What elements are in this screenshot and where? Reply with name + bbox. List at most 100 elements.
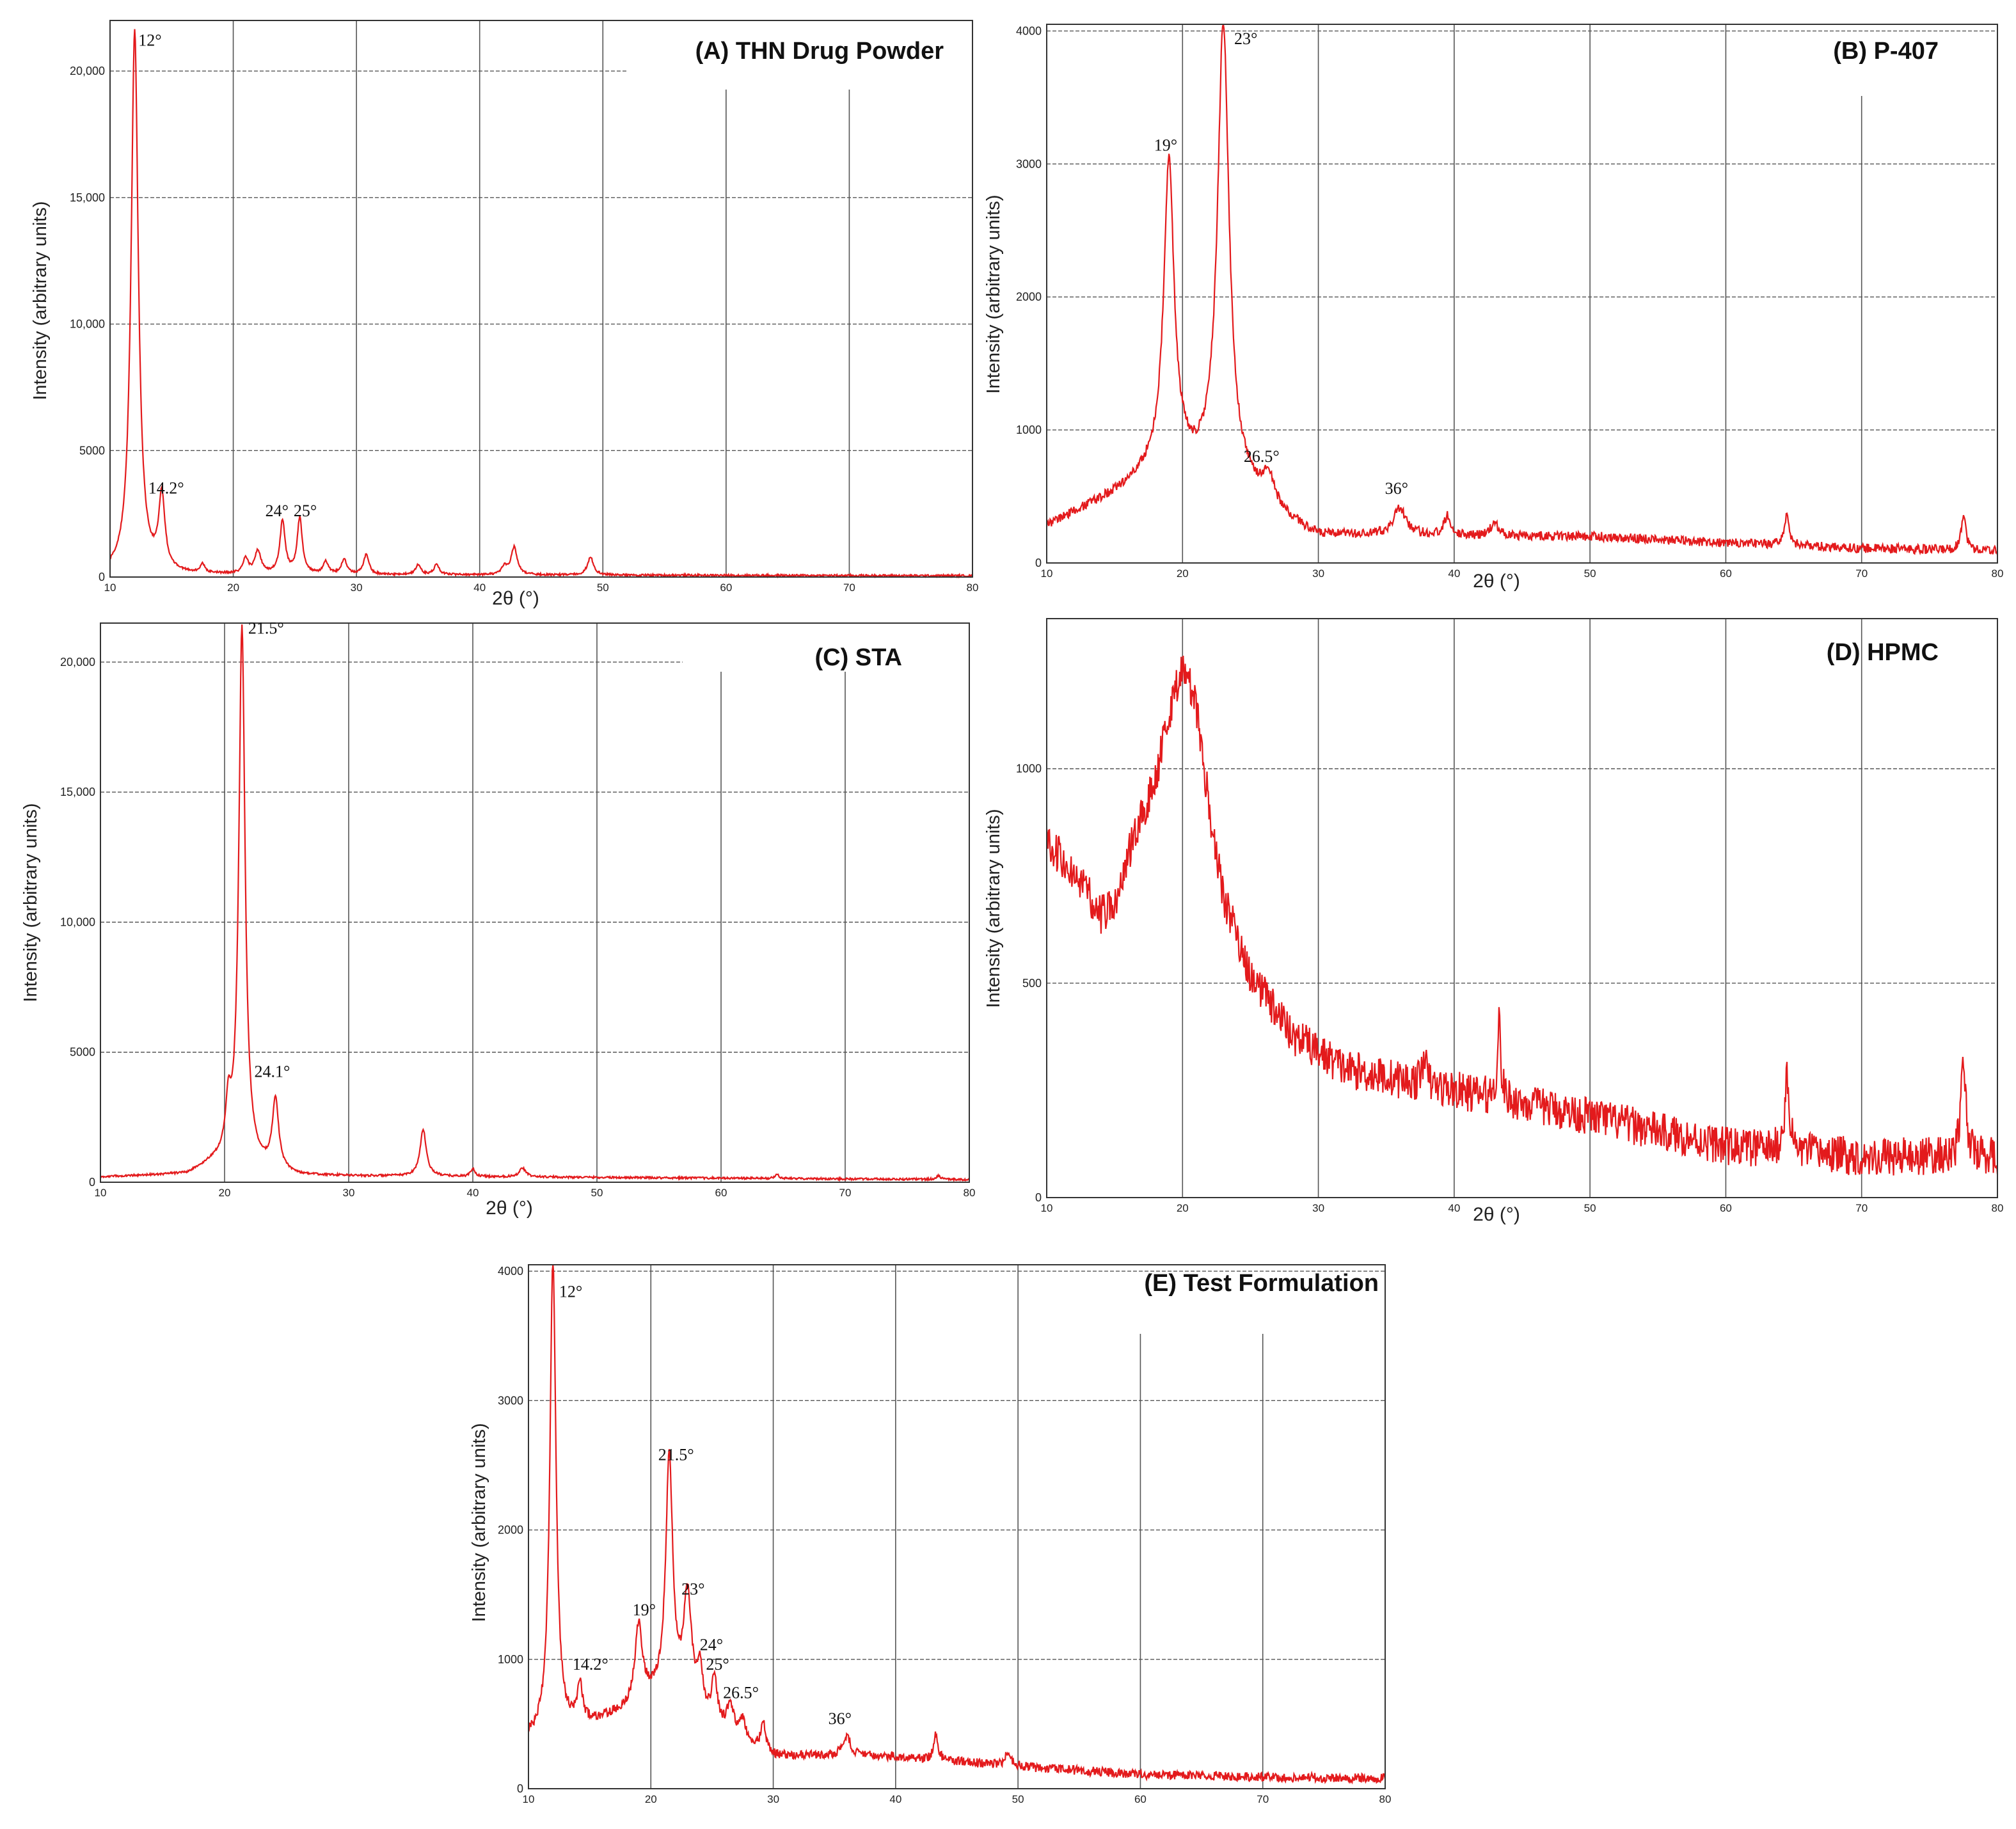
x-tick-label: 50	[1584, 567, 1596, 580]
grid-C	[100, 623, 969, 1182]
x-tick-label: 30	[351, 582, 363, 594]
panel-E: 10 20 30 40 50 60 70 80 0 1000 2000 3000 4000 Intensi…	[469, 1264, 1392, 1805]
x-axis-label: 2θ (°)	[486, 1198, 533, 1219]
y-tick-label: 15,000	[60, 786, 95, 798]
y-tick-label: 10,000	[60, 915, 95, 928]
y-tick-label: 5000	[79, 444, 105, 457]
y-tick-label: 3000	[498, 1394, 523, 1407]
x-tick-label: 70	[1257, 1793, 1269, 1805]
x-tick-label: 40	[473, 582, 486, 594]
y-tick-label: 10,000	[70, 318, 105, 331]
panel-title: (D) HPMC	[1827, 639, 1939, 666]
y-tick-label: 0	[1035, 1191, 1042, 1204]
y-tick-label: 3000	[1016, 157, 1042, 170]
grid-B	[1047, 24, 1997, 563]
x-tick-label: 10	[104, 582, 116, 594]
peak-annotation: 26.5°	[1244, 447, 1280, 466]
y-tick-label: 4000	[1016, 24, 1042, 37]
y-tick-label: 20,000	[70, 65, 105, 77]
x-tick-label: 30	[1312, 1202, 1324, 1214]
panel-title: (B) P-407	[1833, 38, 1939, 65]
peak-annotation: 36°	[1385, 479, 1408, 498]
x-tick-label: 70	[1855, 1202, 1868, 1214]
panel-D: 10 20 30 40 50 60 70 80 0 500 1000 2θ (°) Intensity …	[983, 618, 2004, 1225]
grid-A	[110, 20, 972, 577]
peak-annotation: 23°	[1234, 29, 1257, 48]
panel-title: (C) STA	[815, 644, 903, 671]
x-tick-label: 10	[523, 1793, 535, 1805]
xrd-trace-C	[100, 624, 970, 1183]
x-tick-label: 10	[1041, 567, 1053, 580]
x-tick-label: 40	[1448, 567, 1460, 580]
y-tick-label: 2000	[498, 1524, 523, 1537]
x-tick-label: 40	[889, 1793, 901, 1805]
y-tick-label: 5000	[70, 1046, 95, 1059]
peak-annotation: 19°	[1154, 136, 1177, 155]
y-axis-label: Intensity (arbitrary units)	[30, 201, 51, 400]
x-tick-label: 80	[1992, 567, 2004, 580]
x-tick-label: 50	[597, 582, 609, 594]
y-tick-label: 1000	[1016, 763, 1042, 775]
peak-annotation: 12°	[559, 1283, 582, 1301]
y-tick-label: 1000	[498, 1653, 523, 1666]
x-tick-label: 20	[227, 582, 239, 594]
x-tick-label: 30	[343, 1187, 355, 1199]
x-tick-label: 80	[964, 1187, 976, 1199]
peak-annotation: 23°	[681, 1580, 704, 1599]
x-tick-label: 50	[1012, 1793, 1024, 1805]
peak-annotation: 25°	[294, 502, 317, 520]
x-tick-label: 30	[767, 1793, 779, 1805]
peak-annotation: 24°	[266, 502, 289, 520]
x-tick-label: 60	[720, 582, 732, 594]
x-tick-label: 60	[1134, 1793, 1147, 1805]
peak-annotation: 12°	[138, 31, 161, 50]
x-tick-label: 10	[95, 1187, 107, 1199]
plot-frame-C	[100, 622, 970, 1183]
plot-frame-E	[528, 1264, 1386, 1789]
xrd-trace-D	[1045, 655, 1999, 1176]
y-tick-label: 500	[1022, 977, 1042, 990]
peak-annotation: 14.2°	[573, 1655, 608, 1674]
grid-D	[1047, 619, 1997, 1198]
plot-frame-B	[1046, 24, 1998, 564]
x-tick-label: 80	[1379, 1793, 1392, 1805]
y-axis-label: Intensity (arbitrary units)	[469, 1423, 489, 1622]
x-tick-label: 60	[1720, 1202, 1732, 1214]
peak-annotation: 21.5°	[248, 619, 284, 637]
x-tick-label: 40	[1448, 1202, 1460, 1214]
x-tick-label: 20	[1177, 567, 1189, 580]
xrd-trace-B	[1045, 24, 1999, 556]
y-tick-label: 1000	[1016, 424, 1042, 436]
x-tick-label: 60	[1720, 567, 1732, 580]
y-tick-label: 2000	[1016, 290, 1042, 303]
y-tick-label: 0	[99, 571, 105, 583]
xrd-trace-E	[527, 1264, 1386, 1785]
x-tick-label: 20	[1177, 1202, 1189, 1214]
x-tick-label: 70	[839, 1187, 852, 1199]
y-tick-label: 15,000	[70, 191, 105, 204]
peak-annotation: 24°	[700, 1636, 723, 1654]
peak-annotation: 26.5°	[723, 1683, 759, 1702]
x-axis-label: 2θ (°)	[1473, 571, 1520, 592]
x-tick-label: 50	[1584, 1202, 1596, 1214]
x-tick-label: 20	[219, 1187, 231, 1199]
x-tick-label: 60	[715, 1187, 727, 1199]
x-tick-label: 10	[1041, 1202, 1053, 1214]
peak-annotation: 19°	[633, 1601, 656, 1619]
x-tick-label: 20	[645, 1793, 657, 1805]
y-tick-label: 0	[89, 1176, 95, 1189]
y-tick-label: 0	[517, 1782, 523, 1795]
peak-annotation: 14.2°	[148, 479, 184, 498]
y-axis-label: Intensity (arbitrary units)	[983, 194, 1004, 393]
panel-title: (A) THN Drug Powder	[695, 38, 944, 65]
y-tick-label: 4000	[498, 1265, 523, 1278]
xrd-trace-A	[109, 29, 974, 579]
x-tick-label: 50	[591, 1187, 603, 1199]
panel-A: 10 20 30 40 50 60 70 80 0 5000 10,000 15,000 20,000 2…	[30, 20, 978, 609]
y-axis-label: Intensity (arbitrary units)	[20, 803, 41, 1002]
x-tick-label: 80	[1992, 1202, 2004, 1214]
x-tick-label: 70	[1855, 567, 1868, 580]
y-tick-label: 20,000	[60, 656, 95, 669]
plot-frame-A	[109, 20, 973, 578]
